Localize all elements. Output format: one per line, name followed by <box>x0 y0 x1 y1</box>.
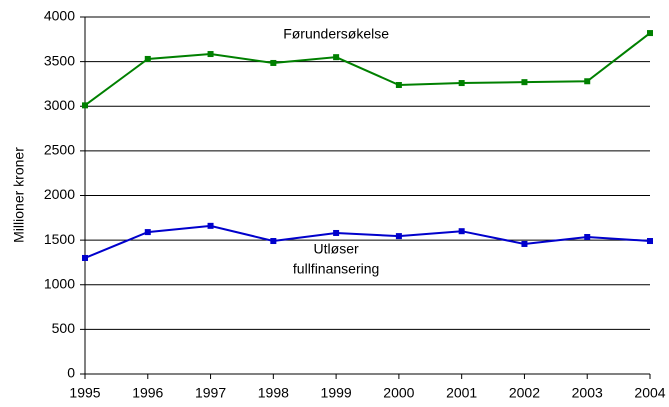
x-tick-label: 2004 <box>634 385 665 401</box>
x-tick-label: 1998 <box>258 385 289 401</box>
x-tick-label: 2002 <box>509 385 540 401</box>
point <box>521 79 528 86</box>
point <box>458 228 465 235</box>
point <box>207 51 214 58</box>
x-tick-label: 2001 <box>446 385 477 401</box>
y-tick-label: 2000 <box>44 186 75 202</box>
point <box>144 229 151 236</box>
point <box>395 233 402 240</box>
point <box>207 222 214 229</box>
y-tick-label: 4000 <box>44 8 75 24</box>
line <box>84 224 651 259</box>
point <box>82 254 88 261</box>
y-tick-label: 1000 <box>44 275 75 291</box>
y-tick-label: 3000 <box>44 97 75 113</box>
point <box>521 240 528 247</box>
y-tick-label: 2500 <box>44 142 75 158</box>
x-tick-label: 2000 <box>383 385 414 401</box>
x-tick-label: 1999 <box>321 385 352 401</box>
x-tick-label: 1995 <box>69 385 100 401</box>
point <box>395 82 402 89</box>
y-tick-label: 0 <box>67 365 75 381</box>
x-tick-label: 1996 <box>132 385 163 401</box>
point <box>270 238 277 245</box>
annotation: Utløser <box>314 241 359 257</box>
point <box>647 238 653 245</box>
point <box>333 229 340 236</box>
point <box>270 59 277 66</box>
x-tick-label: 2003 <box>572 385 603 401</box>
point <box>333 54 340 61</box>
point <box>647 30 653 37</box>
point <box>584 78 591 85</box>
y-axis-label: Millioner kroner <box>11 147 27 243</box>
point <box>144 55 151 62</box>
y-tick-label: 3500 <box>44 52 75 68</box>
point <box>458 80 465 87</box>
point <box>82 102 88 109</box>
annotation: fullfinansering <box>293 260 379 276</box>
annotation: Førundersøkelse <box>283 26 389 42</box>
point <box>584 234 591 241</box>
y-tick-label: 500 <box>52 320 76 336</box>
y-tick-label: 1500 <box>44 231 75 247</box>
x-tick-label: 1997 <box>195 385 226 401</box>
line <box>84 32 651 107</box>
